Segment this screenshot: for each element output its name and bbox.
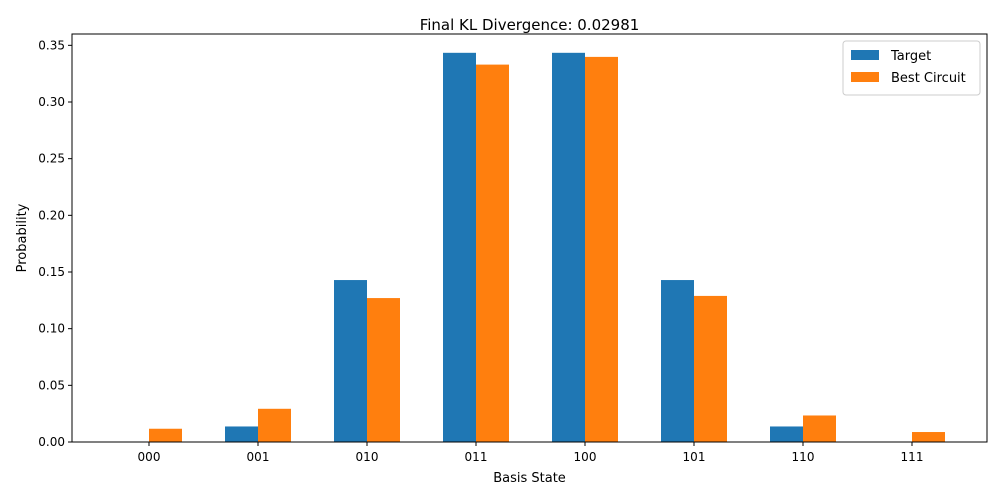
bars-group	[149, 52, 945, 443]
x-axis-ticks: 000 001 010 011 100 101 110 111	[138, 442, 924, 464]
bar-best-circuit-101	[694, 295, 727, 442]
x-axis-label: Basis State	[493, 471, 566, 486]
y-tick-label: 0.05	[38, 378, 65, 392]
y-tick-label: 0.35	[38, 38, 65, 52]
y-tick-label: 0.10	[38, 322, 65, 336]
y-axis-ticks: 0.00 0.05 0.10 0.15 0.20 0.25 0.30 0.35	[38, 38, 72, 449]
y-tick-label: 0.00	[38, 435, 65, 449]
plot-frame	[71, 33, 988, 443]
bar-target-101	[661, 280, 694, 442]
x-tick-label: 000	[138, 450, 161, 464]
y-axis-label: Probability	[15, 203, 30, 272]
y-tick-label: 0.15	[38, 265, 65, 279]
bar-target-011	[443, 52, 476, 443]
chart-title: Final KL Divergence: 0.02981	[420, 16, 640, 34]
bar-best-circuit-001	[258, 408, 291, 442]
x-tick-label: 101	[683, 450, 706, 464]
bar-best-circuit-011	[476, 64, 509, 442]
y-tick-label: 0.25	[38, 152, 65, 166]
y-tick-label: 0.20	[38, 208, 65, 222]
bar-target-110	[770, 426, 803, 442]
legend-swatch-best-circuit	[851, 72, 879, 82]
bar-target-010	[334, 280, 367, 442]
x-tick-label: 011	[465, 450, 488, 464]
bar-best-circuit-000	[149, 428, 182, 442]
x-tick-label: 111	[901, 450, 924, 464]
bar-best-circuit-100	[585, 56, 618, 442]
bar-target-001	[225, 426, 258, 442]
y-tick-label: 0.30	[38, 95, 65, 109]
x-tick-label: 001	[247, 450, 270, 464]
x-tick-label: 100	[574, 450, 597, 464]
legend-swatch-target	[851, 50, 879, 60]
legend-label-target: Target	[890, 49, 931, 64]
bar-best-circuit-111	[912, 432, 945, 442]
legend: Target Best Circuit	[842, 40, 981, 96]
bar-best-circuit-110	[803, 415, 836, 442]
legend-label-best-circuit: Best Circuit	[891, 71, 966, 86]
x-tick-label: 110	[792, 450, 815, 464]
x-tick-label: 010	[356, 450, 379, 464]
bar-target-100	[552, 52, 585, 443]
bar-best-circuit-010	[367, 298, 400, 442]
